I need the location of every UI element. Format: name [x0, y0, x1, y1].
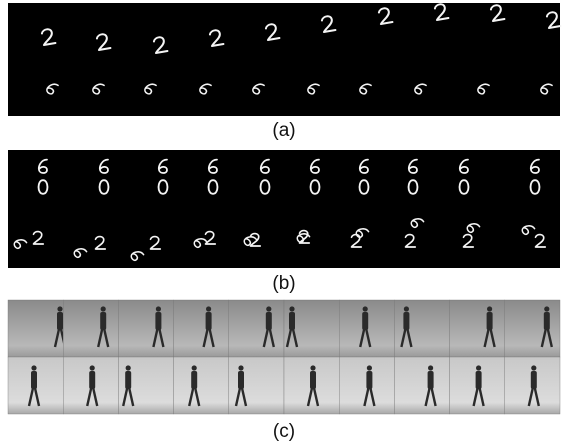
head [487, 306, 492, 311]
torso [266, 312, 272, 330]
video-frame [174, 357, 229, 414]
head [289, 306, 294, 311]
video-frame [450, 300, 505, 357]
head [192, 365, 197, 370]
head [363, 306, 368, 311]
head [156, 306, 161, 311]
head [367, 365, 372, 370]
torso [57, 312, 63, 330]
head [544, 306, 549, 311]
figure: (a) (b) (c) [0, 0, 569, 444]
video-frame [394, 357, 449, 414]
panel-a-image [8, 3, 560, 116]
torso [487, 312, 493, 330]
torso [428, 371, 434, 389]
head [90, 365, 95, 370]
head [531, 365, 536, 370]
video-frame [394, 300, 449, 357]
video-frame [8, 300, 63, 357]
torso [403, 312, 409, 330]
video-frame [118, 300, 173, 357]
head [310, 365, 315, 370]
torso [31, 371, 37, 389]
torso [100, 312, 106, 330]
torso [476, 371, 482, 389]
panel-c-image [8, 300, 560, 414]
head [428, 365, 433, 370]
head [126, 365, 131, 370]
panel-b-image [8, 150, 560, 268]
head [57, 306, 62, 311]
torso [531, 371, 537, 389]
torso [362, 312, 368, 330]
head [101, 306, 106, 311]
torso [238, 371, 244, 389]
torso [155, 312, 161, 330]
head [476, 365, 481, 370]
video-frame [229, 300, 284, 357]
head [31, 365, 36, 370]
video-frame [174, 300, 229, 357]
torso [544, 312, 550, 330]
head [206, 306, 211, 311]
torso [310, 371, 316, 389]
panel-label: (a) [272, 120, 295, 141]
head [266, 306, 271, 311]
torso [366, 371, 372, 389]
torso [191, 371, 197, 389]
head [404, 306, 409, 311]
head [238, 365, 243, 370]
torso [89, 371, 95, 389]
torso [289, 312, 295, 330]
video-frame [505, 300, 560, 357]
video-frame [63, 300, 118, 357]
torso [125, 371, 131, 389]
panel-label: (c) [273, 421, 295, 442]
panel-label: (b) [272, 273, 295, 294]
torso [206, 312, 212, 330]
